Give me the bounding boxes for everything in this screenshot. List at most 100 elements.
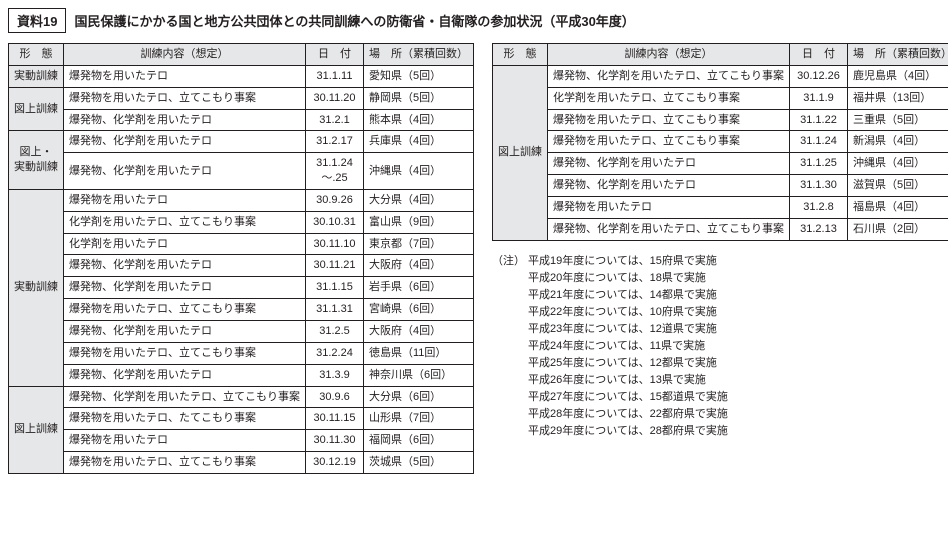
cell-content: 化学剤を用いたテロ、立てこもり事案 [548,87,790,109]
note-line: 平成26年度については、13県で実施 [492,372,948,389]
cell-content: 爆発物、化学剤を用いたテロ、立てこもり事案 [64,386,306,408]
cell-date: 31.2.17 [306,131,364,153]
cell-place: 鹿児島県（4回） [848,65,948,87]
table-row: 図上訓練爆発物、化学剤を用いたテロ、立てこもり事案30.9.6大分県（6回） [9,386,474,408]
cell-date: 30.11.20 [306,87,364,109]
table-row: 爆発物を用いたテロ、立てこもり事案31.1.24新潟県（4回） [493,131,948,153]
page-title: 国民保護にかかる国と地方公共団体との共同訓練への防衛省・自衛隊の参加状況（平成3… [74,11,634,30]
cell-place: 大阪府（4回） [364,320,474,342]
cell-place: 新潟県（4回） [848,131,948,153]
table-row: 爆発物を用いたテロ、立てこもり事案31.1.22三重県（5回） [493,109,948,131]
table-row: 図上・実動訓練爆発物、化学剤を用いたテロ31.2.17兵庫県（4回） [9,131,474,153]
cell-date: 30.12.26 [790,65,848,87]
cell-place: 静岡県（5回） [364,87,474,109]
cell-date: 31.2.1 [306,109,364,131]
cell-content: 爆発物を用いたテロ、立てこもり事案 [548,109,790,131]
table-row: 爆発物、化学剤を用いたテロ31.2.1熊本県（4回） [9,109,474,131]
cell-date: 31.1.24 [790,131,848,153]
table-row: 爆発物、化学剤を用いたテロ31.1.24～.25沖縄県（4回） [9,153,474,190]
title-row: 資料19 国民保護にかかる国と地方公共団体との共同訓練への防衛省・自衛隊の参加状… [8,8,940,33]
cell-date: 31.3.9 [306,364,364,386]
table-row: 爆発物、化学剤を用いたテロ30.11.21大阪府（4回） [9,255,474,277]
table-row: 爆発物、化学剤を用いたテロ31.2.5大阪府（4回） [9,320,474,342]
cell-place: 沖縄県（4回） [364,153,474,190]
note-line: 平成23年度については、12道県で実施 [492,321,948,338]
note-line: 平成27年度については、15都道県で実施 [492,389,948,406]
cell-place: 福井県（13回） [848,87,948,109]
cell-content: 爆発物、化学剤を用いたテロ [548,175,790,197]
cell-date: 30.12.19 [306,452,364,474]
cell-content: 爆発物を用いたテロ [64,189,306,211]
cell-date: 31.2.13 [790,218,848,240]
table-row: 図上訓練爆発物、化学剤を用いたテロ、立てこもり事案30.12.26鹿児島県（4回… [493,65,948,87]
table-row: 爆発物を用いたテロ、立てこもり事案30.12.19茨城県（5回） [9,452,474,474]
cell-place: 茨城県（5回） [364,452,474,474]
table-row: 図上訓練爆発物を用いたテロ、立てこもり事案30.11.20静岡県（5回） [9,87,474,109]
cell-place: 沖縄県（4回） [848,153,948,175]
table-row: 爆発物、化学剤を用いたテロ31.1.25沖縄県（4回） [493,153,948,175]
cell-date: 30.11.21 [306,255,364,277]
cell-place: 大阪府（4回） [364,255,474,277]
cell-place: 宮崎県（6回） [364,299,474,321]
table-row: 実動訓練爆発物を用いたテロ30.9.26大分県（4回） [9,189,474,211]
cell-type: 実動訓練 [9,189,64,386]
cell-place: 滋賀県（5回） [848,175,948,197]
note-line: （注）平成19年度については、15府県で実施 [492,253,948,270]
cell-date: 31.2.8 [790,196,848,218]
cell-place: 大分県（6回） [364,386,474,408]
cell-content: 爆発物を用いたテロ、立てこもり事案 [548,131,790,153]
cell-place: 大分県（4回） [364,189,474,211]
cell-content: 爆発物を用いたテロ [64,430,306,452]
cell-content: 爆発物、化学剤を用いたテロ [64,320,306,342]
cell-place: 石川県（2回） [848,218,948,240]
cell-place: 兵庫県（4回） [364,131,474,153]
th-date: 日 付 [306,44,364,66]
cell-date: 31.2.5 [306,320,364,342]
right-column: 形 態訓練内容（想定）日 付場 所（累積回数）図上訓練爆発物、化学剤を用いたテロ… [492,43,948,440]
cell-place: 富山県（9回） [364,211,474,233]
cell-place: 福岡県（6回） [364,430,474,452]
cell-place: 熊本県（4回） [364,109,474,131]
cell-date: 30.10.31 [306,211,364,233]
th-type: 形 態 [493,44,548,66]
note-line: 平成25年度については、12都県で実施 [492,355,948,372]
cell-place: 山形県（7回） [364,408,474,430]
cell-content: 爆発物、化学剤を用いたテロ [548,153,790,175]
cell-content: 爆発物を用いたテロ、立てこもり事案 [64,87,306,109]
table-row: 爆発物、化学剤を用いたテロ31.1.30滋賀県（5回） [493,175,948,197]
note-line: 平成29年度については、28都府県で実施 [492,423,948,440]
cell-date: 30.9.26 [306,189,364,211]
note-line: 平成24年度については、11県で実施 [492,338,948,355]
cell-type: 図上訓練 [493,65,548,240]
table-row: 化学剤を用いたテロ、立てこもり事案31.1.9福井県（13回） [493,87,948,109]
cell-date: 31.1.25 [790,153,848,175]
cell-date: 30.11.30 [306,430,364,452]
cell-content: 爆発物、化学剤を用いたテロ [64,131,306,153]
cell-date: 30.11.10 [306,233,364,255]
cell-place: 徳島県（11回） [364,342,474,364]
cell-place: 神奈川県（6回） [364,364,474,386]
table-row: 爆発物、化学剤を用いたテロ31.1.15岩手県（6回） [9,277,474,299]
cell-content: 爆発物、化学剤を用いたテロ [64,277,306,299]
cell-type: 図上・実動訓練 [9,131,64,190]
th-content: 訓練内容（想定） [64,44,306,66]
cell-content: 化学剤を用いたテロ、立てこもり事案 [64,211,306,233]
cell-date: 31.2.24 [306,342,364,364]
table-row: 化学剤を用いたテロ、立てこもり事案30.10.31富山県（9回） [9,211,474,233]
note-text: 平成19年度については、15府県で実施 [528,253,717,270]
left-table: 形 態訓練内容（想定）日 付場 所（累積回数）実動訓練爆発物を用いたテロ31.1… [8,43,474,474]
note-line: 平成28年度については、22都府県で実施 [492,406,948,423]
cell-date: 30.9.6 [306,386,364,408]
table-row: 実動訓練爆発物を用いたテロ31.1.11愛知県（5回） [9,65,474,87]
notes-block: （注）平成19年度については、15府県で実施平成20年度については、18県で実施… [492,253,948,441]
th-type: 形 態 [9,44,64,66]
cell-date: 31.1.15 [306,277,364,299]
cell-date: 31.1.22 [790,109,848,131]
reference-label: 資料19 [8,8,66,33]
table-row: 爆発物、化学剤を用いたテロ、立てこもり事案31.2.13石川県（2回） [493,218,948,240]
cell-type: 実動訓練 [9,65,64,87]
cell-content: 爆発物、化学剤を用いたテロ、立てこもり事案 [548,65,790,87]
cell-date: 30.11.15 [306,408,364,430]
cell-content: 爆発物、化学剤を用いたテロ [64,255,306,277]
cell-place: 福島県（4回） [848,196,948,218]
